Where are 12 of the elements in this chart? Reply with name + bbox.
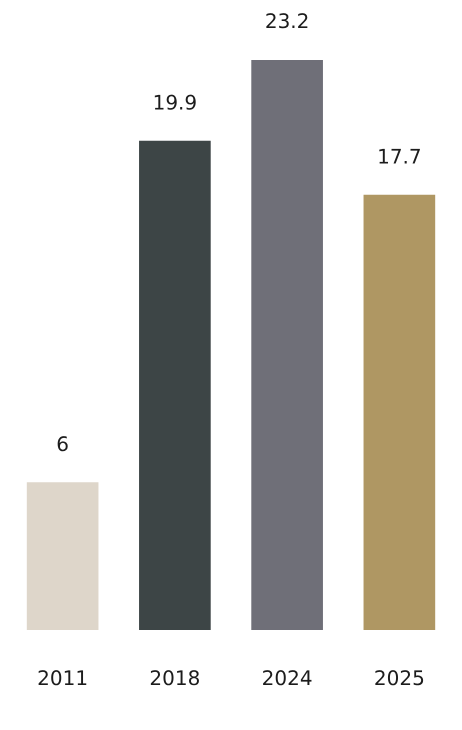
bar xyxy=(364,194,436,630)
x-tick-label: 2018 xyxy=(149,666,200,690)
bar xyxy=(139,140,211,630)
x-tick-label: 2024 xyxy=(262,666,313,690)
bar xyxy=(26,482,98,630)
data-label: 17.7 xyxy=(377,144,422,168)
x-tick-label: 2011 xyxy=(37,666,88,690)
data-label: 23.2 xyxy=(264,9,310,34)
x-tick-label: 2025 xyxy=(374,666,425,690)
data-label: 19.9 xyxy=(152,90,198,114)
data-label: 6 xyxy=(56,432,69,456)
bar xyxy=(251,60,323,630)
